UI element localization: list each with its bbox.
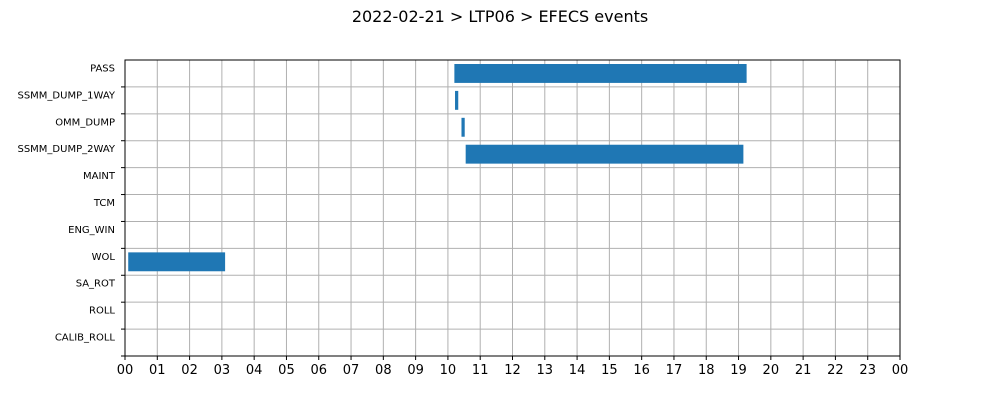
y-tick-label: OMM_DUMP [55,117,115,128]
event-bar [461,118,464,137]
x-tick-label: 20 [763,363,780,378]
x-tick-label: 00 [892,363,909,378]
x-tick-label: 00 [117,363,134,378]
x-tick-label: 23 [859,363,876,378]
x-tick-label: 18 [698,363,715,378]
grid [125,60,900,356]
y-tick-label: WOL [92,252,116,263]
x-tick-label: 15 [601,363,618,378]
x-tick-label: 01 [149,363,166,378]
y-tick-label: CALIB_ROLL [55,333,116,344]
y-tick-label: ENG_WIN [68,225,115,236]
event-bar [466,145,744,164]
x-tick-label: 14 [569,363,586,378]
event-bar [454,64,746,83]
x-tick-label: 10 [440,363,457,378]
event-bar [128,252,225,271]
y-axis: PASS SSMM_DUMP_1WAY OMM_DUMP SSMM_DUMP_2WAY… [17,63,125,356]
x-tick-label: 22 [827,363,844,378]
x-tick-label: 05 [278,363,295,378]
x-tick-label: 08 [375,363,392,378]
x-tick-label: 21 [795,363,812,378]
x-tick-label: 07 [343,363,360,378]
x-tick-label: 12 [504,363,521,378]
x-tick-label: 03 [214,363,231,378]
x-tick-label: 11 [472,363,489,378]
y-tick-label: ROLL [89,306,115,317]
x-axis: 00 01 02 03 04 05 06 07 08 09 10 11 12 13 14 15 16 17 18 19… [117,356,909,378]
y-tick-label: MAINT [83,171,116,182]
y-tick-label: SSMM_DUMP_1WAY [17,90,115,101]
y-tick-label: SA_ROT [76,279,116,290]
y-tick-label: TCM [93,198,115,209]
x-tick-label: 02 [181,363,198,378]
x-tick-label: 16 [633,363,650,378]
x-tick-label: 13 [537,363,554,378]
x-tick-label: 06 [310,363,327,378]
x-tick-label: 17 [666,363,683,378]
chart-title: 2022-02-21 > LTP06 > EFECS events [352,7,648,26]
x-tick-label: 04 [246,363,263,378]
x-tick-label: 19 [730,363,747,378]
x-tick-label: 09 [407,363,424,378]
y-tick-label: PASS [90,63,115,74]
event-bar [455,91,458,110]
y-tick-label: SSMM_DUMP_2WAY [17,144,115,155]
